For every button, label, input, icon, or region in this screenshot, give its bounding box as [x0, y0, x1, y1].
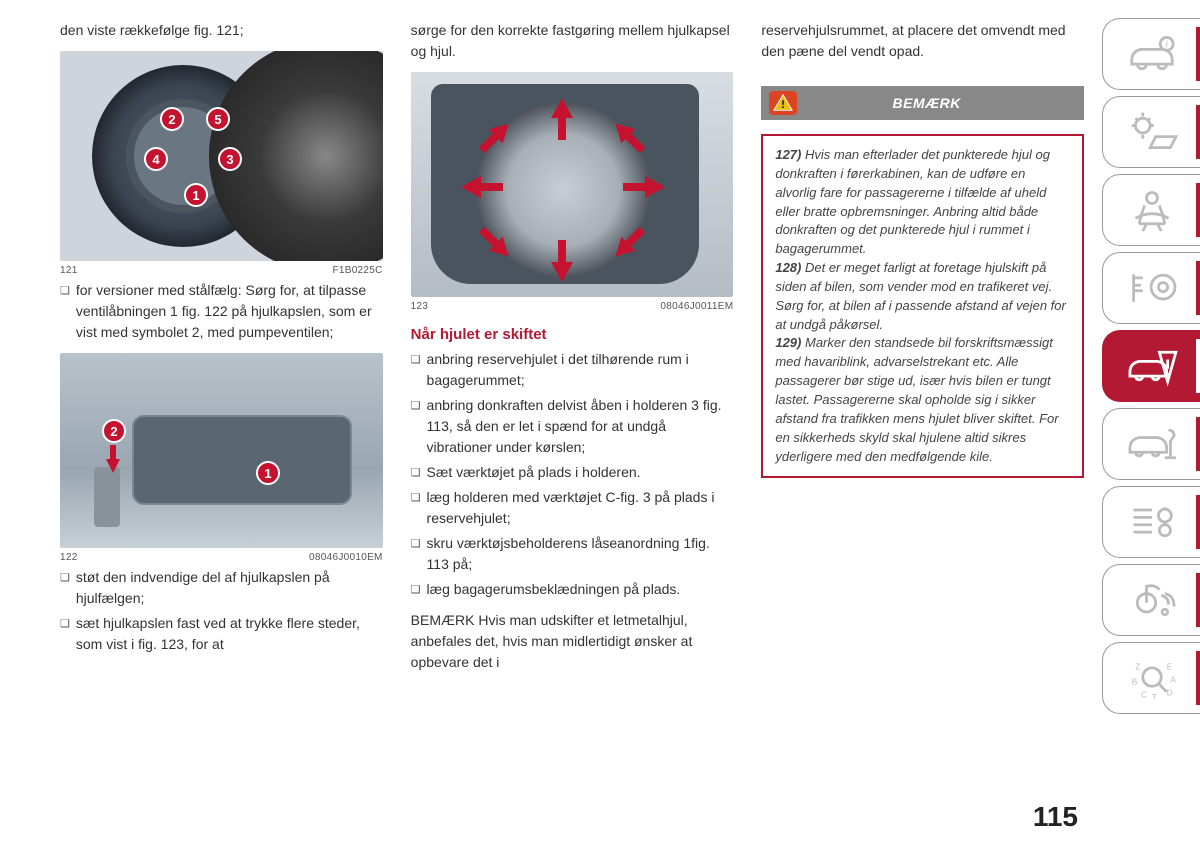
tab-specs[interactable]	[1102, 486, 1200, 558]
col2-note: BEMÆRK Hvis man udskifter et letmetalhju…	[411, 610, 734, 673]
col2-b2-text: anbring donkraften delvist åben i holder…	[427, 395, 734, 458]
fig121-num: 121	[60, 265, 78, 276]
col2-b1-text: anbring reservehjulet i det tilhørende r…	[427, 349, 734, 391]
col1-para2-text: støt den indvendige del af hjulkapslen p…	[76, 567, 383, 609]
figure-123: 123 08046J0011EM	[411, 72, 734, 312]
col2-b1: anbring reservehjulet i det tilhørende r…	[411, 349, 734, 391]
fig121-badge-3: 3	[218, 147, 242, 171]
fig122-code: 08046J0010EM	[309, 552, 383, 563]
warning-box: 127) Hvis man efterlader det punkterede …	[761, 134, 1084, 478]
fig121-badge-1: 1	[184, 183, 208, 207]
column-1: den viste rækkefølge fig. 121; 2 5 3 4 1…	[60, 20, 383, 827]
tab-service[interactable]	[1102, 408, 1200, 480]
svg-text:E: E	[1166, 663, 1172, 672]
col2-b5: skru værktøjsbeholderens låseanordning 1…	[411, 533, 734, 575]
tab-key[interactable]	[1102, 252, 1200, 324]
w128-text: Det er meget farligt at foretage hjulski…	[775, 260, 1066, 332]
col2-b4: læg holderen med værktøjet C-fig. 3 på p…	[411, 487, 734, 529]
svg-text:D: D	[1166, 688, 1172, 697]
col2-b6: læg bagagerumsbeklædningen på plads.	[411, 579, 734, 600]
fig123-num: 123	[411, 301, 429, 312]
col1-bullet-2: støt den indvendige del af hjulkapslen p…	[60, 567, 383, 609]
col2-b5-text: skru værktøjsbeholderens låseanordning 1…	[427, 533, 734, 575]
page-number: 115	[1033, 801, 1078, 833]
w127-num: 127)	[775, 147, 801, 162]
fig121-code: F1B0225C	[332, 265, 382, 276]
w129-text: Marker den standsede bil forskriftsmæssi…	[775, 335, 1058, 463]
col2-b4-text: læg holderen med værktøjet C-fig. 3 på p…	[427, 487, 734, 529]
tab-emergency[interactable]	[1102, 330, 1200, 402]
svg-text:B: B	[1131, 677, 1137, 686]
col2-b3: Sæt værktøjet på plads i holderen.	[411, 462, 734, 483]
manual-page: den viste rækkefølge fig. 121; 2 5 3 4 1…	[0, 0, 1200, 847]
figure-122-image: 2 1	[60, 353, 383, 548]
column-3: reservehjulsrummet, at placere det omven…	[761, 20, 1084, 827]
fig121-badge-4: 4	[144, 147, 168, 171]
col3-intro: reservehjulsrummet, at placere det omven…	[761, 20, 1084, 62]
fig123-code: 08046J0011EM	[660, 301, 733, 312]
svg-text:i: i	[1165, 40, 1168, 50]
fig121-badge-5: 5	[206, 107, 230, 131]
svg-text:Z: Z	[1135, 663, 1140, 672]
figure-121-caption: 121 F1B0225C	[60, 265, 383, 276]
warning-title-bar: BEMÆRK	[761, 86, 1084, 120]
col1-para1-text: for versioner med stålfælg: Sørg for, at…	[76, 280, 383, 343]
w129-num: 129)	[775, 335, 801, 350]
figure-123-caption: 123 08046J0011EM	[411, 301, 734, 312]
col1-para3-text: sæt hjulkapslen fast ved at trykke flere…	[76, 613, 383, 655]
figure-121: 2 5 3 4 1 121 F1B0225C	[60, 51, 383, 276]
w127-text: Hvis man efterlader det punkterede hjul …	[775, 147, 1050, 256]
svg-text:T: T	[1152, 692, 1157, 701]
column-2: sørge for den korrekte fastgøring mellem…	[411, 20, 734, 827]
svg-text:C: C	[1140, 690, 1146, 699]
fig122-badge-1: 1	[256, 461, 280, 485]
col2-b2: anbring donkraften delvist åben i holder…	[411, 395, 734, 458]
chapter-tabs: i ZBCT EAD	[1102, 0, 1200, 847]
tab-info[interactable]: i	[1102, 18, 1200, 90]
col2-intro: sørge for den korrekte fastgøring mellem…	[411, 20, 734, 62]
svg-text:A: A	[1170, 676, 1176, 685]
tab-light[interactable]	[1102, 96, 1200, 168]
fig122-badge-2: 2	[102, 419, 126, 443]
figure-122-caption: 122 08046J0010EM	[60, 552, 383, 563]
col2-b3-text: Sæt værktøjet på plads i holderen.	[427, 462, 641, 483]
tab-index[interactable]: ZBCT EAD	[1102, 642, 1200, 714]
figure-123-image	[411, 72, 734, 297]
warning-triangle-icon	[769, 91, 797, 115]
tab-media[interactable]	[1102, 564, 1200, 636]
fig122-num: 122	[60, 552, 78, 563]
col1-bullet-3: sæt hjulkapslen fast ved at trykke flere…	[60, 613, 383, 655]
col1-intro: den viste rækkefølge fig. 121;	[60, 20, 383, 41]
content-columns: den viste rækkefølge fig. 121; 2 5 3 4 1…	[0, 0, 1102, 847]
figure-122: 2 1 122 08046J0010EM	[60, 353, 383, 563]
fig121-badge-2: 2	[160, 107, 184, 131]
warning-title: BEMÆRK	[805, 95, 1084, 111]
col2-b6-text: læg bagagerumsbeklædningen på plads.	[427, 579, 681, 600]
col2-heading: Når hjulet er skiftet	[411, 326, 734, 343]
figure-121-image: 2 5 3 4 1	[60, 51, 383, 261]
w128-num: 128)	[775, 260, 801, 275]
tab-seat[interactable]	[1102, 174, 1200, 246]
col1-bullet-1: for versioner med stålfælg: Sørg for, at…	[60, 280, 383, 343]
